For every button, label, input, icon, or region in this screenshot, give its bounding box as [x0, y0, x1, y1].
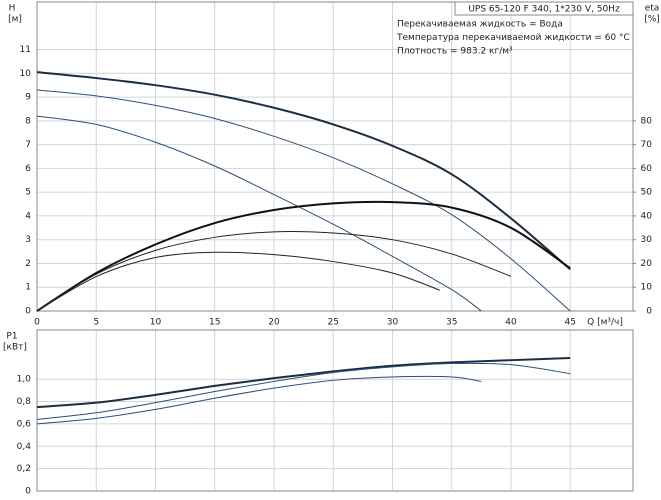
curve — [36, 89, 571, 312]
y-tick-label: 0,8 — [17, 397, 32, 407]
plot-frame — [36, 1, 634, 312]
curve — [36, 356, 571, 409]
y-axis-unit: [м] — [8, 15, 22, 25]
y-axis-label: H — [9, 4, 16, 14]
y-tick-label: 3 — [25, 235, 31, 245]
y-axis-label: P1 — [6, 332, 17, 342]
y-tick-label: 7 — [25, 140, 31, 150]
y-tick-label: 9 — [25, 93, 31, 103]
y-tick-label: 4 — [25, 211, 31, 221]
y-tick-label: 5 — [25, 188, 31, 198]
curve — [36, 362, 571, 420]
curve — [36, 71, 571, 271]
y-tick-label: 0,2 — [17, 464, 31, 474]
curve — [36, 200, 571, 312]
x-tick-label: 25 — [327, 318, 338, 328]
x-axis-label: Q [м³/ч] — [587, 318, 623, 328]
curve — [36, 115, 482, 312]
y-tick-label: 0 — [25, 487, 31, 497]
x-tick-label: 0 — [34, 318, 40, 328]
plot-frame — [36, 329, 634, 492]
y2-tick-label: 0 — [646, 307, 652, 317]
curve — [36, 231, 512, 312]
y2-axis-label: eta — [645, 4, 660, 14]
y2-tick-label: 50 — [641, 188, 653, 198]
annotation: Плотность = 983.2 кг/м³ — [397, 47, 513, 57]
y2-tick-label: 70 — [641, 140, 653, 150]
y-tick-label: 0 — [25, 307, 31, 317]
y-tick-label: 8 — [25, 116, 31, 126]
y2-tick-label: 20 — [641, 259, 653, 269]
annotation: Перекачиваемая жидкость = Вода — [397, 20, 563, 30]
y2-axis-unit: [%] — [644, 15, 660, 25]
x-tick-label: 5 — [93, 318, 99, 328]
y2-tick-label: 40 — [641, 211, 653, 221]
y-tick-label: 10 — [20, 69, 32, 79]
x-tick-label: 40 — [505, 318, 517, 328]
y-tick-label: 0,4 — [17, 442, 32, 452]
y-tick-label: 0,6 — [17, 419, 32, 429]
x-tick-label: 20 — [268, 318, 280, 328]
y-axis-unit: [кВт] — [3, 343, 27, 353]
curve — [36, 251, 441, 312]
y-tick-label: 1,0 — [17, 375, 32, 385]
y2-tick-label: 60 — [641, 164, 653, 174]
y-tick-label: 11 — [20, 45, 31, 55]
x-tick-label: 30 — [387, 318, 399, 328]
title-box — [454, 1, 634, 16]
y2-tick-label: 10 — [641, 283, 653, 293]
y2-tick-label: 80 — [641, 116, 653, 126]
x-tick-label: 35 — [446, 318, 457, 328]
chart-title: UPS 65-120 F 340, 1*230 V, 50Hz — [468, 5, 620, 15]
y-tick-label: 2 — [25, 259, 31, 269]
curve — [36, 375, 482, 425]
x-tick-label: 45 — [564, 318, 575, 328]
x-tick-label: 15 — [209, 318, 220, 328]
y-tick-label: 1 — [25, 283, 31, 293]
x-tick-label: 10 — [150, 318, 162, 328]
y2-tick-label: 30 — [641, 235, 653, 245]
annotation: Температура перекачиваемой жидкости = 60… — [396, 33, 630, 43]
y-tick-label: 6 — [25, 164, 31, 174]
